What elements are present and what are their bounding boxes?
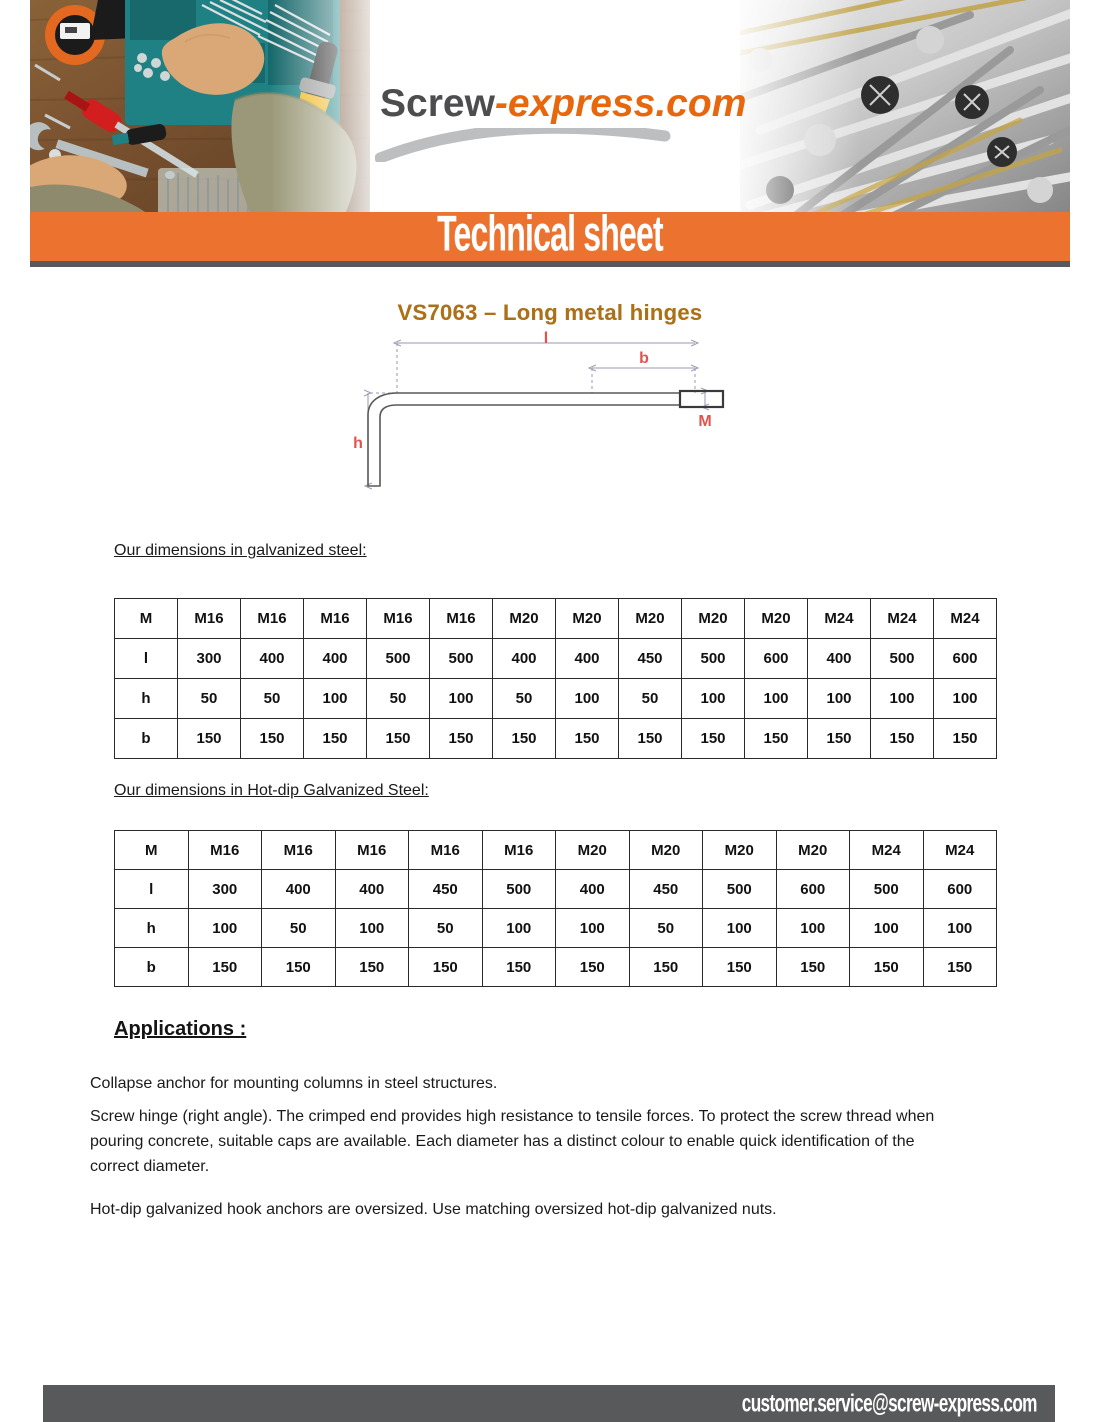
svg-text:M: M bbox=[698, 413, 711, 430]
svg-text:h: h bbox=[353, 435, 363, 452]
svg-text:l: l bbox=[544, 330, 548, 347]
svg-text:b: b bbox=[639, 350, 649, 367]
